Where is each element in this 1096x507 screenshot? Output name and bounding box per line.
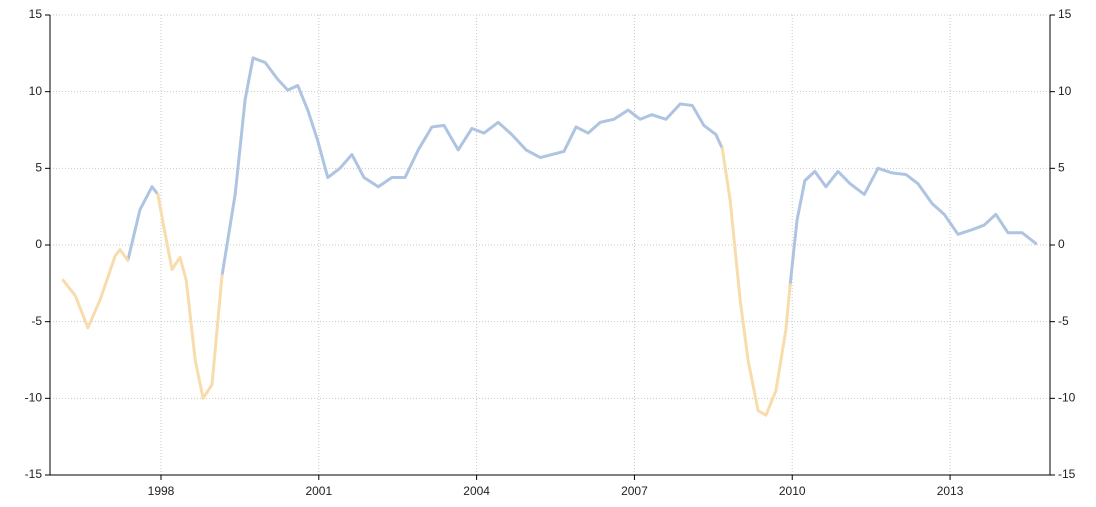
- x-tick-label: 2010: [779, 484, 806, 498]
- y2-tick-label: 15: [1058, 7, 1072, 21]
- y2-tick-label: -15: [1058, 467, 1076, 481]
- line-segment: [220, 56, 724, 278]
- x-tick-label: 2001: [305, 484, 332, 498]
- line-segment: [61, 248, 130, 330]
- y-tick-label: -5: [31, 314, 42, 328]
- y2-tick-label: 5: [1058, 161, 1065, 175]
- y2-tick-label: 0: [1058, 237, 1065, 251]
- y-tick-label: 5: [35, 161, 42, 175]
- y-tick-label: 0: [35, 237, 42, 251]
- x-tick-label: 1998: [148, 484, 175, 498]
- y2-tick-label: 10: [1058, 84, 1072, 98]
- x-tick-label: 2004: [463, 484, 490, 498]
- x-tick-label: 2007: [621, 484, 648, 498]
- y2-tick-label: -10: [1058, 391, 1076, 405]
- y-tick-label: -15: [25, 467, 43, 481]
- x-tick-label: 2013: [937, 484, 964, 498]
- line-segment: [126, 185, 160, 262]
- line-segment: [156, 192, 224, 400]
- y-tick-label: 10: [29, 84, 43, 98]
- line-segment: [788, 166, 1038, 287]
- y-tick-label: 15: [29, 7, 43, 21]
- y2-tick-label: -5: [1058, 314, 1069, 328]
- line-segment: [720, 146, 792, 417]
- y-tick-label: -10: [25, 391, 43, 405]
